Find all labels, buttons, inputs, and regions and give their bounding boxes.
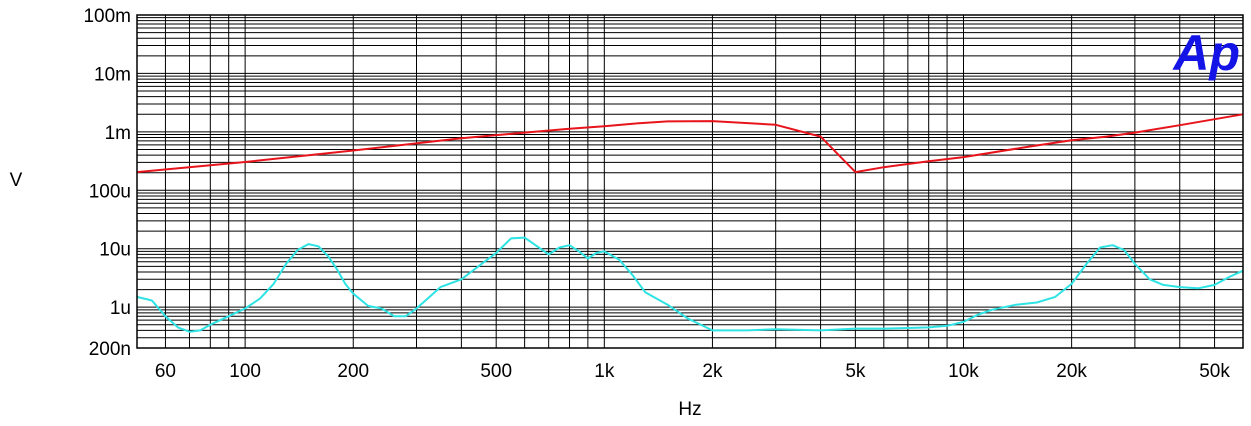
x-tick-label: 500: [480, 361, 512, 382]
x-tick-label: 10k: [948, 361, 979, 382]
y-axis-title: V: [10, 170, 23, 191]
x-axis-title: Hz: [678, 399, 701, 420]
y-tick-label: 200n: [89, 339, 131, 360]
series-line-2: [136, 236, 1244, 333]
x-tick-label: 200: [337, 361, 369, 382]
y-tick-label: 100m: [83, 6, 131, 27]
y-tick-label: 1m: [105, 123, 131, 144]
x-tick-label: 50k: [1199, 361, 1230, 382]
x-tick-label: 20k: [1056, 361, 1087, 382]
grid: [137, 15, 1243, 348]
x-tick-label: 1k: [594, 361, 615, 382]
plot-frame: [136, 14, 1244, 349]
y-tick-label: 1u: [110, 298, 131, 319]
y-tick-label: 10m: [94, 64, 131, 85]
x-tick-label: 2k: [702, 361, 723, 382]
y-tick-labels: 100m 10m 1m 100u 10u 1u 200n: [83, 6, 131, 360]
y-tick-label: 10u: [99, 240, 131, 261]
x-tick-label: 5k: [845, 361, 866, 382]
x-tick-label: 60: [155, 361, 176, 382]
y-tick-label: 100u: [89, 181, 131, 202]
ap-logo: Ap: [1171, 25, 1240, 81]
x-tick-label: 100: [229, 361, 261, 382]
series-layer: [136, 113, 1244, 333]
series-line-1: [136, 113, 1244, 174]
x-tick-labels: 60 100 200 500 1k 2k 5k 10k 20k 50k: [155, 361, 1231, 382]
